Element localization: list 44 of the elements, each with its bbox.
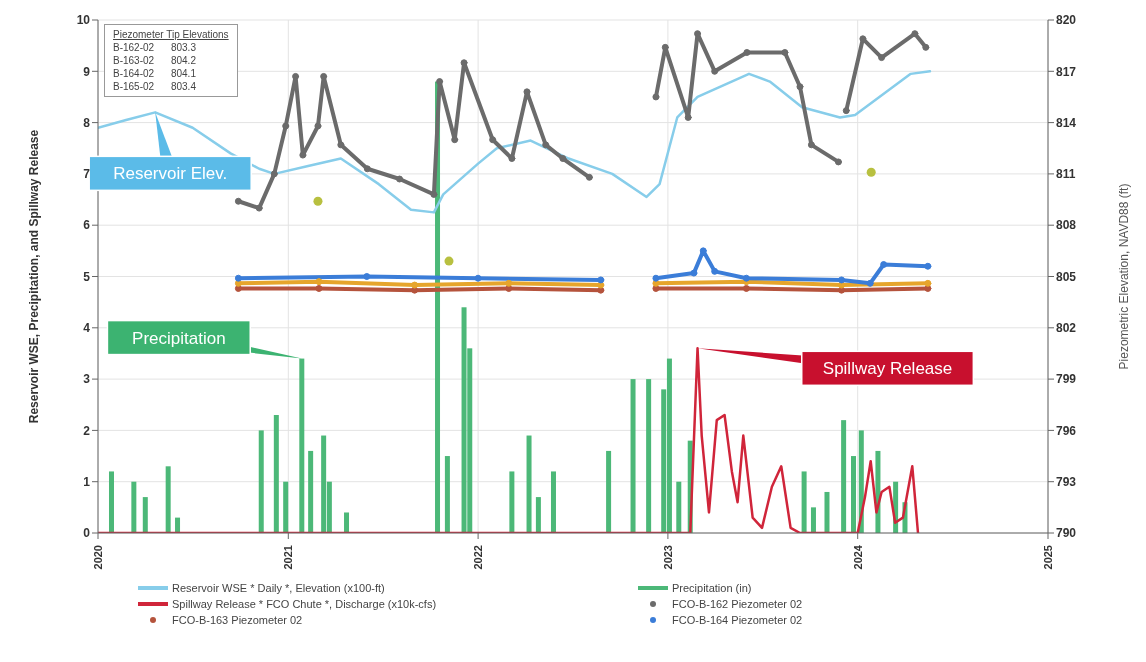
annotation: Spillway Release	[822, 359, 953, 379]
y-tick-label: 6	[83, 218, 91, 233]
y-axis-title: Reservoir WSE, Precipitation, and Spillway Release	[27, 129, 42, 424]
x-tick-label: 2025	[1042, 545, 1054, 570]
annotation: B-165-02 803.4	[113, 80, 197, 93]
y2-tick-label: 802	[1056, 321, 1077, 336]
x-tick-label: 2024	[851, 544, 864, 570]
y-tick-label: 2	[83, 423, 91, 438]
annotation: B-164-02 804.1	[113, 67, 197, 80]
annotation: B-162-02 803.3	[113, 41, 197, 54]
y-tick-label: 9	[83, 64, 91, 79]
y2-tick-label: 790	[1056, 526, 1077, 541]
annotation: Precipitation	[132, 328, 226, 348]
y2-tick-label: 820	[1056, 13, 1077, 28]
annotation: Reservoir Elev.	[113, 164, 228, 184]
legend-label: Spillway Release * FCO Chute *, Discharge (x10k-cfs)	[172, 598, 437, 610]
y2-axis-title: Piezometric Elevation, NAVD88 (ft)	[1117, 183, 1132, 370]
y-tick-label: 4	[83, 321, 91, 336]
y2-tick-label: 808	[1056, 218, 1077, 233]
x-tick-label: 2020	[92, 545, 104, 570]
x-tick-label: 2023	[661, 545, 674, 570]
y-tick-label: 0	[83, 526, 91, 541]
y2-tick-label: 811	[1056, 167, 1076, 182]
legend-label: FCO-B-164 Piezometer 02	[672, 614, 803, 626]
y2-tick-label: 793	[1056, 474, 1077, 489]
y-tick-label: 10	[76, 13, 91, 28]
annotation: B-163-02 804.2	[113, 54, 197, 67]
legend-label: FCO-B-163 Piezometer 02	[172, 614, 303, 626]
y-tick-label: 5	[83, 269, 91, 284]
x-tick-label: 2022	[472, 545, 485, 570]
y2-tick-label: 799	[1056, 372, 1077, 387]
y2-tick-label: 805	[1056, 269, 1077, 284]
y-tick-label: 1	[83, 474, 91, 489]
y2-tick-label: 814	[1056, 115, 1077, 130]
y2-tick-label: 817	[1056, 64, 1077, 79]
legend-label: Precipitation (in)	[672, 582, 752, 594]
y-tick-label: 3	[83, 372, 91, 387]
x-tick-label: 2021	[282, 545, 295, 570]
y2-tick-label: 796	[1056, 423, 1077, 438]
legend-label: FCO-B-162 Piezometer 02	[672, 598, 803, 610]
legend-label: Reservoir WSE * Daily *, Elevation (x100-ft)	[172, 582, 385, 594]
y-tick-label: 8	[83, 115, 91, 130]
y-tick-label: 7	[83, 167, 91, 182]
annotation: Piezometer Tip Elevations	[113, 28, 229, 41]
